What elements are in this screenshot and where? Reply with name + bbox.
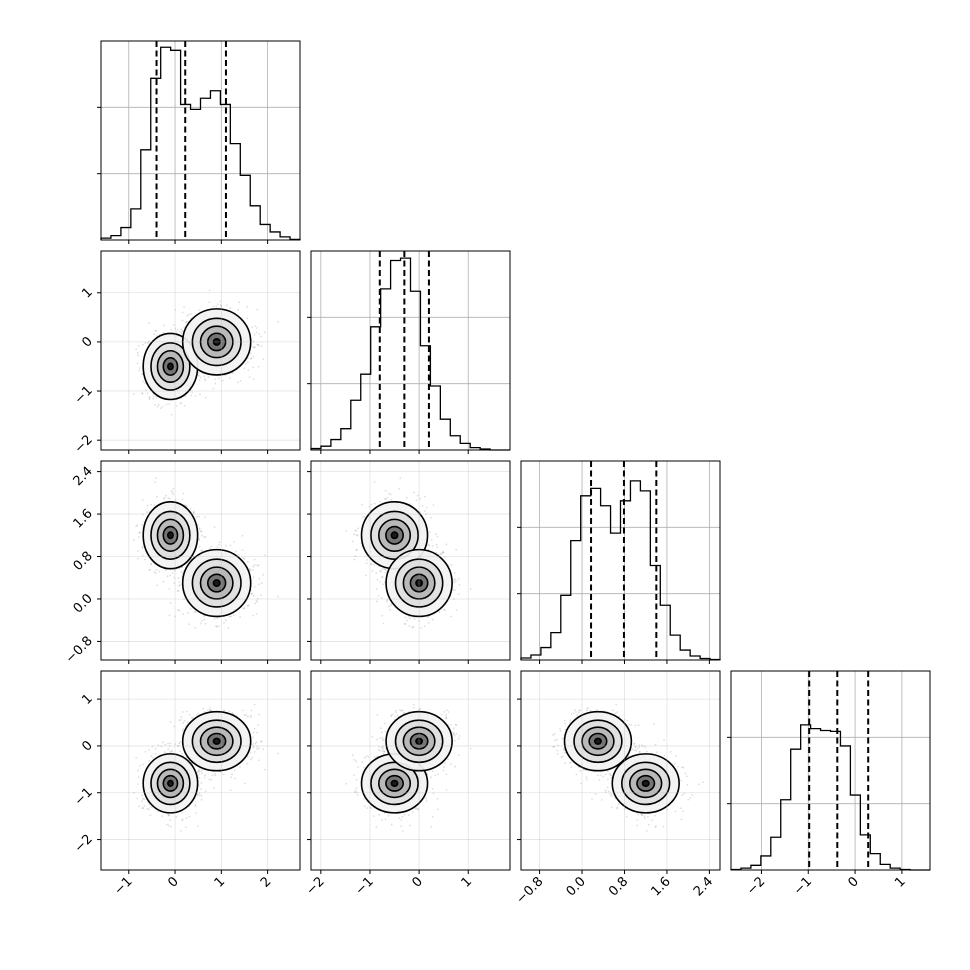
- y-tick-label: 1: [79, 691, 95, 707]
- scatter-points: [345, 703, 472, 832]
- contour-ellipse: [593, 737, 602, 745]
- scatter-points: [132, 289, 279, 416]
- histogram-0: [100, 46, 301, 241]
- y-tick-label: 1.6: [71, 506, 96, 531]
- y-tick-label: 1: [79, 285, 95, 301]
- scatter-points: [345, 477, 472, 629]
- scatter-points: [552, 703, 704, 832]
- x-tick-label: 0.0: [564, 874, 589, 899]
- x-tick-label: −1: [791, 874, 815, 898]
- y-tick-label: 0.0: [71, 591, 96, 616]
- y-tick-label: 0: [79, 738, 95, 754]
- panel-frame: [100, 40, 301, 241]
- contour-ellipse: [167, 531, 174, 540]
- x-tick-label: 1: [892, 874, 908, 890]
- panel-2-2: [517, 460, 721, 664]
- y-tick-label: −1: [72, 785, 96, 809]
- x-tick-label: 2: [258, 874, 274, 890]
- x-tick-label: −0.8: [513, 874, 546, 907]
- scatter-points: [132, 703, 279, 832]
- contour-ellipse: [390, 779, 399, 787]
- panel-frame: [100, 460, 301, 661]
- panel-frame: [730, 670, 931, 871]
- contour-ellipse: [641, 779, 650, 787]
- panel-3-2: −0.8 0.0 0.8 1.6 2.4: [513, 670, 721, 907]
- panel-frame: [520, 460, 721, 661]
- x-tick-label: 0: [845, 874, 861, 890]
- contour-ellipse: [212, 337, 221, 346]
- panel-1-0: −2 −1 0 1: [72, 250, 301, 457]
- x-tick-label: −1: [111, 874, 135, 898]
- panel-frame: [310, 670, 511, 871]
- panel-3-0: −1 0 1 2 −2 −1 0 1: [72, 670, 301, 898]
- x-tick-label: −1: [353, 874, 377, 898]
- panel-0-0: [97, 40, 301, 244]
- histogram-1: [310, 257, 510, 451]
- contour-ellipse: [212, 579, 221, 588]
- x-tick-label: 1: [212, 874, 228, 890]
- y-tick-label: 0: [79, 334, 95, 350]
- contour-ellipse: [167, 362, 174, 371]
- panel-frame: [520, 670, 721, 871]
- panel-frame: [100, 250, 301, 451]
- panel-2-0: −0.8 0.0 0.8 1.6 2.4: [63, 460, 301, 667]
- y-tick-label: 2.4: [71, 464, 96, 489]
- y-tick-label: −1: [72, 383, 96, 407]
- panel-frame: [310, 250, 511, 451]
- panel-frame: [100, 670, 301, 871]
- x-tick-label: 0: [165, 874, 181, 890]
- contour-ellipse: [390, 531, 399, 540]
- contour-ellipse: [212, 737, 221, 745]
- x-tick-label: 0.8: [606, 874, 631, 899]
- histogram-2: [520, 480, 721, 661]
- y-tick-label: −2: [72, 832, 96, 856]
- panel-1-1: [307, 250, 511, 454]
- panel-3-3: −2 −1 0 1: [727, 670, 931, 898]
- histogram-3: [730, 724, 930, 871]
- panel-3-1: −2 −1 0 1: [303, 670, 511, 898]
- y-tick-label: −2: [72, 432, 96, 456]
- x-tick-label: 1.6: [649, 874, 674, 899]
- contour-ellipse: [167, 779, 174, 787]
- y-tick-label: 0.8: [71, 549, 96, 574]
- x-tick-label: −2: [303, 874, 327, 898]
- x-tick-label: 0: [409, 874, 425, 890]
- scatter-points: [132, 477, 279, 629]
- x-tick-label: 2.4: [691, 874, 716, 899]
- contour-ellipse: [415, 737, 424, 745]
- panel-2-1: [307, 460, 511, 664]
- contour-ellipse: [415, 579, 424, 588]
- x-tick-label: 1: [459, 874, 475, 890]
- y-tick-label: −0.8: [63, 634, 96, 667]
- x-tick-label: −2: [744, 874, 768, 898]
- panel-frame: [310, 460, 511, 661]
